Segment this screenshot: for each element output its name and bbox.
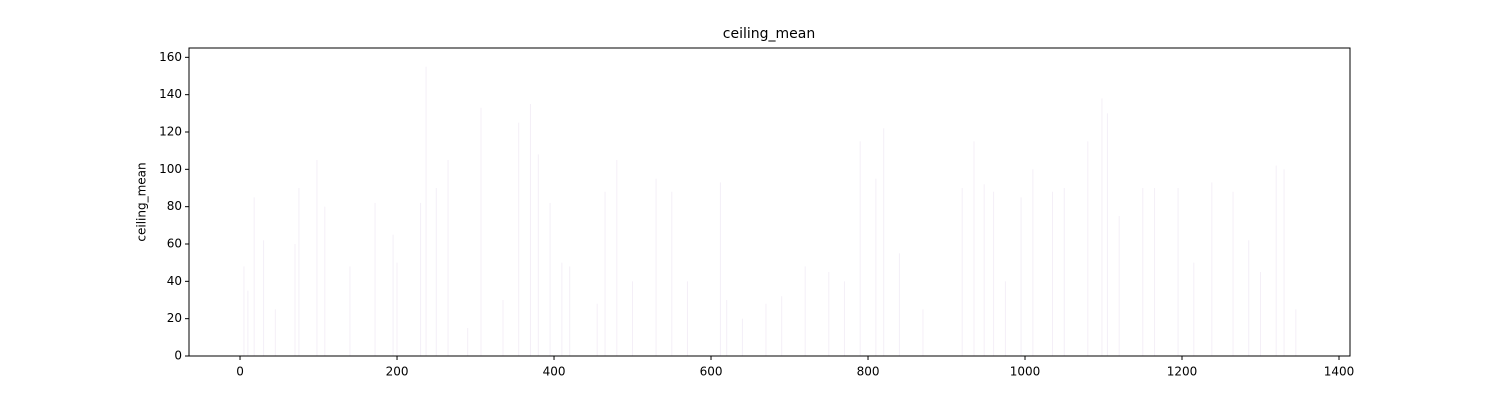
bar bbox=[396, 262, 398, 356]
bar bbox=[596, 303, 598, 356]
bar bbox=[1063, 188, 1065, 356]
bar bbox=[467, 328, 469, 356]
bar bbox=[274, 309, 276, 356]
bar bbox=[569, 266, 571, 356]
bar bbox=[1177, 188, 1179, 356]
bar bbox=[726, 300, 728, 356]
y-tick-label: 100 bbox=[159, 162, 182, 176]
bar bbox=[1275, 165, 1277, 356]
bar bbox=[993, 191, 995, 356]
bar bbox=[741, 318, 743, 356]
bar bbox=[983, 184, 985, 356]
bar bbox=[316, 160, 318, 356]
y-tick-label: 80 bbox=[167, 199, 182, 213]
y-axis-label: ceiling_mean bbox=[135, 162, 149, 241]
bar bbox=[1004, 281, 1006, 356]
bar bbox=[1051, 191, 1053, 356]
bar bbox=[973, 141, 975, 356]
y-tick-label: 0 bbox=[174, 349, 182, 363]
bar bbox=[518, 122, 520, 357]
bar bbox=[374, 202, 376, 356]
bar bbox=[1295, 309, 1297, 356]
bar bbox=[922, 309, 924, 356]
bar bbox=[1118, 216, 1120, 356]
bar bbox=[549, 202, 551, 356]
x-tick-label: 1000 bbox=[1010, 365, 1041, 379]
y-tick-label: 60 bbox=[167, 237, 182, 251]
bar bbox=[1260, 272, 1262, 356]
bar bbox=[392, 234, 394, 356]
x-tick-label: 1400 bbox=[1324, 365, 1355, 379]
bar bbox=[1020, 197, 1022, 356]
y-tick-label: 140 bbox=[159, 87, 182, 101]
bar bbox=[298, 188, 300, 356]
y-tick-label: 160 bbox=[159, 50, 182, 64]
bar bbox=[632, 281, 634, 356]
bar bbox=[875, 178, 877, 356]
bar bbox=[1087, 141, 1089, 356]
bar bbox=[425, 66, 427, 357]
bar bbox=[1106, 113, 1108, 356]
plot-frame bbox=[188, 47, 1351, 357]
bar bbox=[349, 266, 351, 356]
bar bbox=[961, 188, 963, 356]
bar bbox=[263, 240, 265, 356]
bar bbox=[243, 266, 245, 356]
bar bbox=[324, 206, 326, 356]
x-tick-label: 0 bbox=[236, 365, 244, 379]
x-tick-label: 600 bbox=[700, 365, 723, 379]
chart-title: ceiling_mean bbox=[723, 26, 815, 42]
x-tick-label: 1200 bbox=[1167, 365, 1198, 379]
bar bbox=[843, 281, 845, 356]
bar bbox=[502, 300, 504, 356]
bar bbox=[719, 182, 721, 356]
bar bbox=[537, 154, 539, 356]
bar bbox=[1283, 169, 1285, 356]
x-tick-label: 200 bbox=[386, 365, 409, 379]
y-tick-label: 40 bbox=[167, 274, 182, 288]
bar bbox=[420, 202, 422, 356]
bar bbox=[1193, 262, 1195, 356]
bar bbox=[435, 188, 437, 356]
bar bbox=[859, 141, 861, 356]
bar bbox=[671, 191, 673, 356]
bar bbox=[561, 262, 563, 356]
bar bbox=[604, 191, 606, 356]
bar bbox=[294, 244, 296, 356]
bar bbox=[616, 160, 618, 356]
bar bbox=[1211, 182, 1213, 356]
bar bbox=[480, 107, 482, 356]
bar bbox=[253, 197, 255, 356]
bar bbox=[1154, 188, 1156, 356]
bar bbox=[1032, 169, 1034, 356]
bar bbox=[1248, 240, 1250, 356]
x-tick-label: 400 bbox=[543, 365, 566, 379]
bar bbox=[1101, 98, 1103, 357]
y-tick-label: 20 bbox=[167, 311, 182, 325]
bar bbox=[828, 272, 830, 356]
bar bbox=[804, 266, 806, 356]
bar bbox=[447, 160, 449, 356]
bar bbox=[1232, 191, 1234, 356]
bar bbox=[686, 281, 688, 356]
y-tick-label: 120 bbox=[159, 125, 182, 139]
x-tick-label: 800 bbox=[857, 365, 880, 379]
bar bbox=[655, 178, 657, 356]
bar bbox=[898, 253, 900, 356]
bar bbox=[765, 303, 767, 356]
bar bbox=[247, 290, 249, 356]
bar bbox=[529, 104, 531, 356]
bar bbox=[781, 296, 783, 356]
bar bbox=[883, 128, 885, 356]
bar bbox=[1142, 188, 1144, 356]
